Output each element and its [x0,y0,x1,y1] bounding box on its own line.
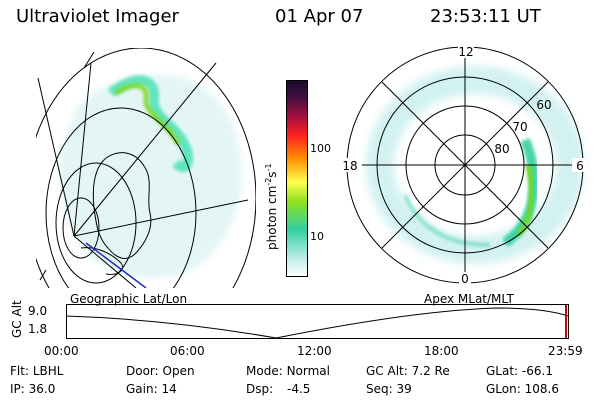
x-tick-1200: 12:00 [297,344,332,358]
meridian [37,77,75,237]
date-label: 01 Apr 07 [275,6,364,27]
footer-glon: GLon: 108.6 [486,382,559,396]
meridian [73,62,217,237]
geographic-image [36,48,256,288]
instrument-title: Ultraviolet Imager [16,6,179,27]
mlt-label-0: 0 [461,272,469,285]
colorbar-label: photon cm-2s-1 [264,163,279,250]
footer-glat: GLat: -66.1 [486,364,553,378]
colorbar-tick-100: 100 [310,142,331,155]
satellite-track [85,242,147,288]
lat-label-70: 70 [512,120,527,134]
mlt-label-12: 12 [458,45,473,59]
meridian [73,199,249,237]
mlt-axis-diagonal [381,81,549,249]
x-tick-0000: 00:00 [44,344,79,358]
y-max-label: 9.0 [28,304,48,318]
meridian [73,62,92,237]
apex-title: Apex MLat/MLT [424,292,514,306]
aurora-core-left [114,83,181,146]
frame-tick [83,51,95,69]
y-axis-label: GC Alt [10,300,24,338]
timeline-frame [66,304,569,339]
aurora-diffuse-left [59,74,242,278]
polar-image: 12 18 6 0 60 70 80 [340,45,586,285]
x-tick-2359: 23:59 [548,344,583,358]
x-tick-1800: 18:00 [424,344,459,358]
colorbar [286,80,308,277]
footer-seq: Seq: 39 [366,382,412,396]
footer-gain: Gain: 14 [126,382,177,396]
mlt-label-18: 18 [342,159,357,173]
lat-circle [62,197,100,259]
footer-gc-alt: GC Alt: 7.2 Re [366,364,450,378]
lat-circle [45,107,197,288]
meridian [73,235,137,288]
y-min-label: 1.8 [28,322,48,336]
footer-ip: IP: 36.0 [10,382,56,396]
colorbar-tick-10: 10 [310,230,324,243]
footer-mode: Mode: Normal [246,364,330,378]
altitude-curve [66,307,569,339]
footer-door: Door: Open [126,364,195,378]
time-label: 23:53:11 UT [430,6,541,27]
lat-label-80: 80 [494,142,509,156]
continent-outline [92,152,152,259]
aurora-arc-right [403,194,491,247]
lat-label-60: 60 [536,98,551,112]
geographic-title: Geographic Lat/Lon [70,292,188,306]
footer-filter: Flt: LBHL [10,364,64,378]
aurora-core-right [516,164,535,237]
mlt-label-6: 6 [576,159,584,173]
frame-tick [39,269,47,281]
x-tick-0600: 06:00 [170,344,205,358]
footer-dsp: Dsp: -4.5 [246,382,311,396]
altitude-timeline [66,304,569,339]
